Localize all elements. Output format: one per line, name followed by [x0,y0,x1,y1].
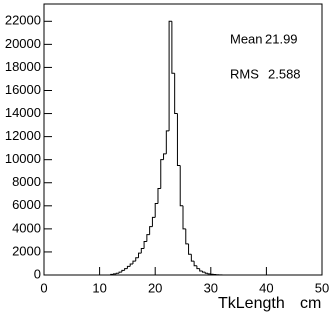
histogram-bin [179,165,183,207]
histogram-bin [182,205,186,230]
y-tick-label: 20000 [5,36,41,51]
y-tick-label: 14000 [5,105,41,120]
histogram-bin [188,243,192,255]
histogram-bin [115,272,120,274]
histogram-bin [207,273,211,275]
histogram-bin [160,159,164,189]
plot-frame [43,3,323,276]
histogram-bin [163,153,167,160]
y-tick-label: 8000 [12,174,41,189]
histogram-bin [140,247,145,254]
x-tick-label: 0 [40,280,47,295]
histogram-bin [135,257,139,262]
x-tick-label: 40 [259,280,273,295]
histogram-bin [199,268,203,272]
y-tick-label: 0 [34,266,41,281]
x-tick-label: 50 [315,280,329,295]
histogram-bin [176,113,181,166]
histogram-bin [168,20,172,131]
histogram-bin [204,272,209,274]
histogram-bin [190,254,195,262]
histogram-bin [174,73,178,115]
x-axis-label: TkLength [218,295,285,312]
histogram-bin [121,269,125,273]
stats-label: RMS [230,66,259,81]
y-tick-label: 12000 [5,128,41,143]
y-tick-label: 2000 [12,243,41,258]
histogram-bin [113,273,117,275]
histogram-bin [146,234,150,242]
histogram-bin [157,188,161,204]
histogram-bin [138,252,142,258]
histogram-bin [124,268,128,271]
histogram-bin [154,203,158,218]
y-tick-label: 4000 [12,220,41,235]
y-tick-label: 10000 [5,151,41,166]
x-axis-unit: cm [300,295,321,312]
histogram-bin [118,271,122,274]
histogram-bin [165,130,170,154]
stats-value: 2.588 [268,66,301,81]
y-tick-label: 16000 [5,82,41,97]
histogram-bin [185,228,189,245]
stats-label: Mean [230,31,263,46]
histogram-bin [151,216,156,227]
histogram-bin [110,273,114,275]
y-tick-label: 18000 [5,59,41,74]
histogram-bin [129,263,133,267]
histogram-bin [149,226,153,235]
stats-value: 21.99 [265,31,298,46]
histogram-bin [171,21,175,74]
y-tick-label: 6000 [12,197,41,212]
histogram-bin [143,241,147,249]
histogram-bin [126,265,131,269]
x-tick-label: 10 [92,280,106,295]
histogram-bin [193,261,197,267]
histogram-bin [196,265,200,270]
y-tick-label: 22000 [5,13,41,28]
histogram-bin [201,270,206,273]
x-tick-label: 30 [204,280,218,295]
histogram-bin [132,260,136,265]
x-tick-label: 20 [148,280,162,295]
